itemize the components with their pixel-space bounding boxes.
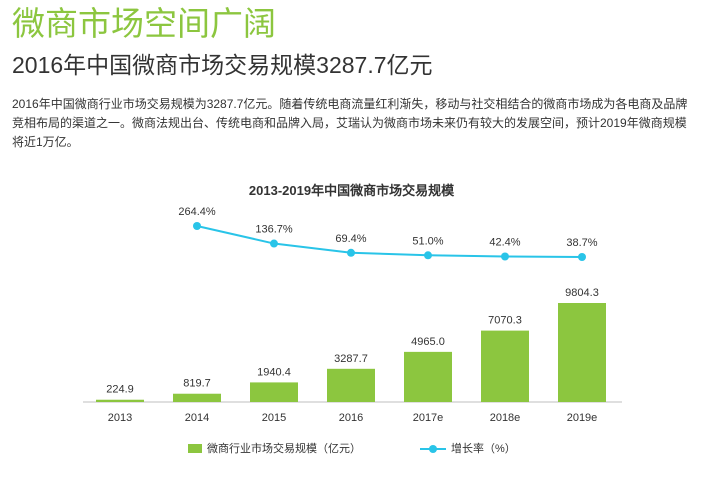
x-tick-label-2013: 2013 (108, 412, 132, 424)
growth-rate-label-2018e: 42.4% (489, 236, 520, 248)
legend-swatch-line (420, 444, 446, 453)
x-tick-label-2014: 2014 (185, 412, 209, 424)
subheadline: 2016年中国微商市场交易规模3287.7亿元 (12, 52, 433, 78)
chart-legend: 微商行业市场交易规模（亿元） 增长率（%） (0, 440, 703, 458)
bar-label-2014: 819.7 (183, 378, 211, 390)
bar-label-2017e: 4965.0 (411, 336, 445, 348)
growth-rate-label-2016: 69.4% (335, 233, 366, 245)
bar-2015 (250, 382, 298, 402)
growth-rate-label-2014: 264.4% (178, 206, 216, 218)
growth-rate-label-2019e: 38.7% (566, 237, 597, 249)
bar-label-2013: 224.9 (106, 384, 134, 396)
bar-label-2016: 3287.7 (334, 353, 368, 365)
growth-rate-point-2019e (578, 253, 586, 261)
x-tick-label-2019e: 2019e (567, 412, 598, 424)
bar-2019e (558, 303, 606, 402)
growth-rate-point-2017e (424, 251, 432, 260)
bar-2018e (481, 330, 529, 402)
bar-2014 (173, 393, 221, 402)
headline: 微商市场空间广阔 (12, 5, 276, 42)
bar-label-2015: 1940.4 (257, 366, 291, 378)
bar-label-2019e: 9804.3 (565, 287, 599, 299)
growth-rate-point-2015 (270, 239, 278, 248)
x-tick-label-2015: 2015 (262, 412, 286, 424)
x-tick-label-2016: 2016 (339, 412, 363, 424)
x-tick-label-2018e: 2018e (490, 412, 521, 424)
growth-rate-label-2017e: 51.0% (412, 235, 443, 247)
growth-rate-point-2014 (193, 222, 201, 230)
body-text: 2016年中国微商行业市场交易规模为3287.7亿元。随着传统电商流量红利渐失，… (12, 97, 688, 149)
chart-title: 2013-2019年中国微商市场交易规模 (248, 183, 455, 198)
growth-rate-point-2018e (501, 252, 509, 261)
growth-rate-label-2015: 136.7% (255, 224, 293, 236)
bar-label-2018e: 7070.3 (488, 315, 522, 327)
growth-rate-line (196, 225, 583, 258)
legend-label-line: 增长率（%） (451, 443, 516, 455)
bar-2013 (96, 399, 144, 402)
bar-2016 (327, 368, 375, 402)
legend-item-line: 增长率（%） (420, 440, 516, 456)
legend-swatch-bar (188, 443, 202, 453)
bar-2017e (404, 351, 452, 402)
legend-item-bar: 微商行业市场交易规模（亿元） (188, 440, 361, 456)
x-tick-label-2017e: 2017e (413, 412, 444, 424)
legend-label-bar: 微商行业市场交易规模（亿元） (207, 443, 361, 455)
growth-rate-point-2016 (347, 248, 355, 257)
